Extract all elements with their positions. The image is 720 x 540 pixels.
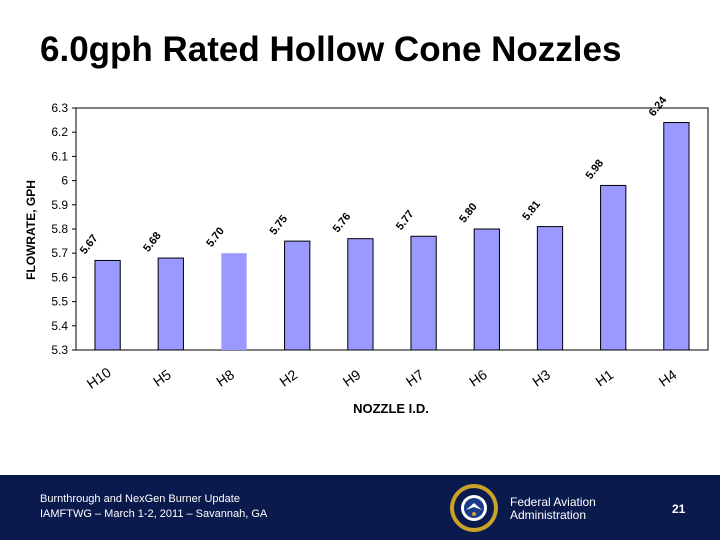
footer-caption: Burnthrough and NexGen Burner Update IAM…: [40, 492, 267, 522]
y-tick-label: 5.9: [51, 198, 68, 212]
y-tick-label: 5.8: [51, 222, 68, 236]
agency-name: Federal Aviation Administration: [510, 496, 596, 522]
bar-h5: [157, 257, 184, 351]
bar-h10: [94, 259, 121, 351]
agency-name-line-2: Administration: [510, 508, 587, 522]
y-tick-label: 5.5: [51, 295, 68, 309]
x-tick-label: H3: [529, 366, 553, 389]
x-tick-label: H4: [656, 366, 680, 389]
y-tick-label: 6.1: [51, 149, 68, 163]
bar-h3: [536, 226, 564, 351]
bar-h7: [410, 235, 437, 351]
slide-title: 6.0gph Rated Hollow Cone Nozzles: [40, 30, 622, 69]
x-tick-label: H6: [466, 366, 490, 389]
x-tick-label: H10: [84, 364, 114, 392]
y-tick-label: 5.6: [51, 270, 68, 284]
bar-h1: [600, 184, 627, 351]
y-tick-label: 5.7: [51, 246, 68, 260]
y-tick-label: 5.3: [51, 343, 68, 357]
footer-line-1: Burnthrough and NexGen Burner Update: [40, 493, 240, 505]
y-axis-title: FLOWRATE, GPH: [24, 180, 38, 280]
x-tick-label: H9: [340, 366, 364, 389]
bar-h8: [221, 253, 247, 350]
x-tick-label: H1: [592, 366, 616, 389]
x-tick-label: H5: [150, 366, 174, 389]
x-tick-label: H2: [276, 366, 300, 389]
bar-chart: 6.3 6.2 6.1 6 5.9 5.8 5.7 5.6 5.5 5.4 5.3 H10 H5 H8 H…: [24, 94, 709, 416]
bar-h4: [663, 122, 690, 351]
footer-line-2: IAMFTWG – March 1-2, 2011 – Savannah, GA: [40, 508, 268, 520]
y-tick-label: 5.4: [51, 319, 68, 333]
bar-h6: [473, 228, 500, 351]
bar-h2: [284, 240, 311, 351]
bar-h9: [347, 238, 374, 351]
y-tick-label: 6: [61, 174, 68, 188]
footer-bar: Burnthrough and NexGen Burner Update IAM…: [0, 475, 720, 540]
y-tick-label: 6.2: [51, 125, 68, 139]
x-tick-label: H8: [213, 366, 237, 389]
page-number: 21: [672, 502, 686, 516]
faa-seal-icon: [450, 484, 498, 532]
x-tick-label: H7: [403, 366, 427, 389]
agency-name-line-1: Federal Aviation: [510, 495, 596, 509]
x-axis-title: NOZZLE I.D.: [353, 401, 429, 416]
y-tick-label: 6.3: [51, 101, 68, 115]
